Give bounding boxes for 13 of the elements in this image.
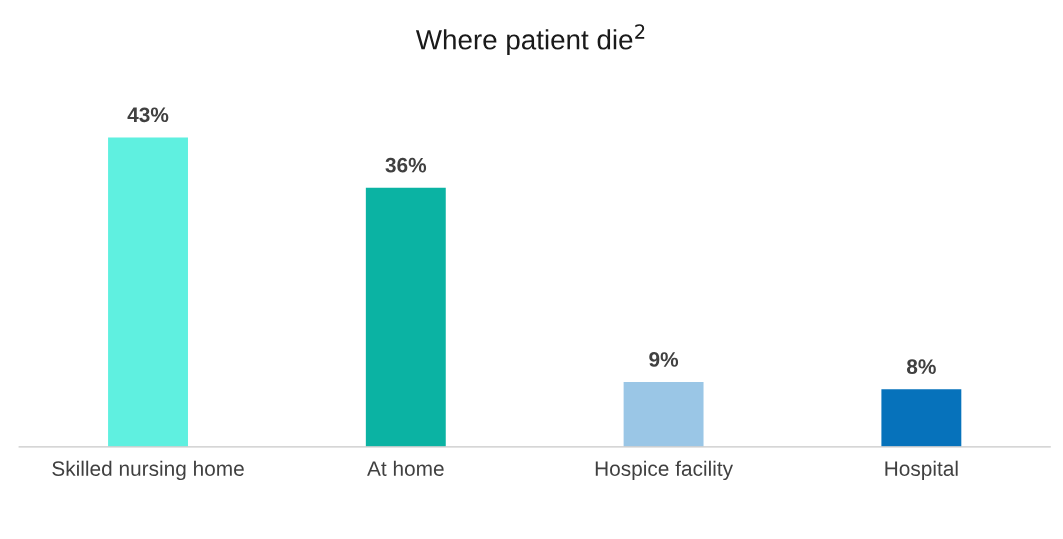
data-label: 9% [649, 352, 679, 367]
data-label: 43% [127, 107, 169, 123]
chart-title: Where patient die$^{2}$ [415, 24, 645, 56]
bar [108, 137, 188, 447]
x-tick-label: At home [367, 460, 444, 476]
x-tick-label: Hospice facility [595, 460, 734, 481]
x-tick-label: Hospital [885, 460, 958, 481]
data-label: 36% [385, 157, 427, 173]
bar [365, 187, 446, 447]
bar [881, 389, 962, 447]
data-label: 8% [906, 359, 936, 375]
bar [623, 382, 704, 447]
x-tick-label: Skilled nursing home [52, 460, 244, 481]
